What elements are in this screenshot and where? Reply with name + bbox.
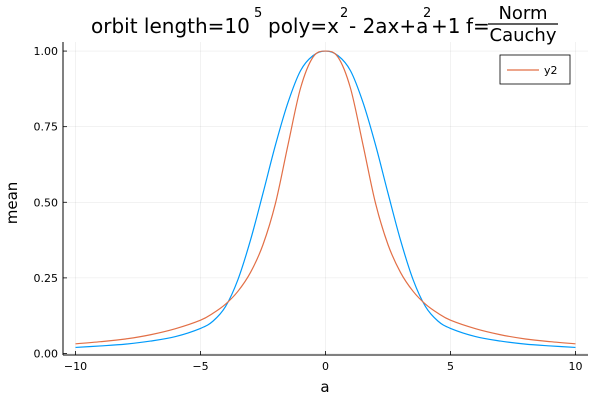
title-poly-part2: - 2ax+a (349, 14, 428, 38)
chart-title: orbit length=10 5 poly=x 2 - 2ax+a 2 +1 … (91, 3, 558, 46)
x-tick-label: −10 (64, 360, 87, 373)
y-tick-label: 0.25 (34, 272, 59, 285)
y-tick-label: 0.50 (34, 196, 59, 209)
y-tick-label: 1.00 (34, 45, 59, 58)
title-poly-sup2: 2 (423, 6, 431, 21)
x-tick-label: 5 (447, 360, 454, 373)
title-prefix: orbit length=10 (91, 14, 250, 38)
series-line-2 (75, 50, 576, 345)
title-poly-part1: poly=x (268, 14, 339, 38)
axes (62, 42, 588, 356)
title-fraction-denominator: Cauchy (490, 25, 557, 46)
legend: y2 (499, 54, 571, 85)
x-tick-label: 0 (322, 360, 329, 373)
legend-label-y2: y2 (544, 64, 558, 77)
title-poly-part3: +1 (431, 14, 460, 38)
x-tick-label: 10 (569, 360, 583, 373)
title-poly-sup1: 2 (340, 6, 348, 21)
y-axis-label: mean (3, 182, 21, 225)
title-f-label: f= (466, 14, 490, 38)
x-axis-label: a (320, 378, 329, 396)
title-fraction-numerator: Norm (498, 3, 547, 24)
grid (63, 42, 588, 355)
series-lines (75, 50, 576, 349)
title-exponent: 5 (254, 6, 262, 21)
y-tick-label: 0.75 (34, 121, 59, 134)
x-tick-label: −5 (192, 360, 208, 373)
y-tick-label: 0.00 (34, 347, 59, 360)
tick-labels: −10 −5 0 5 10 0.00 0.25 0.50 0.75 1.00 (34, 45, 583, 373)
